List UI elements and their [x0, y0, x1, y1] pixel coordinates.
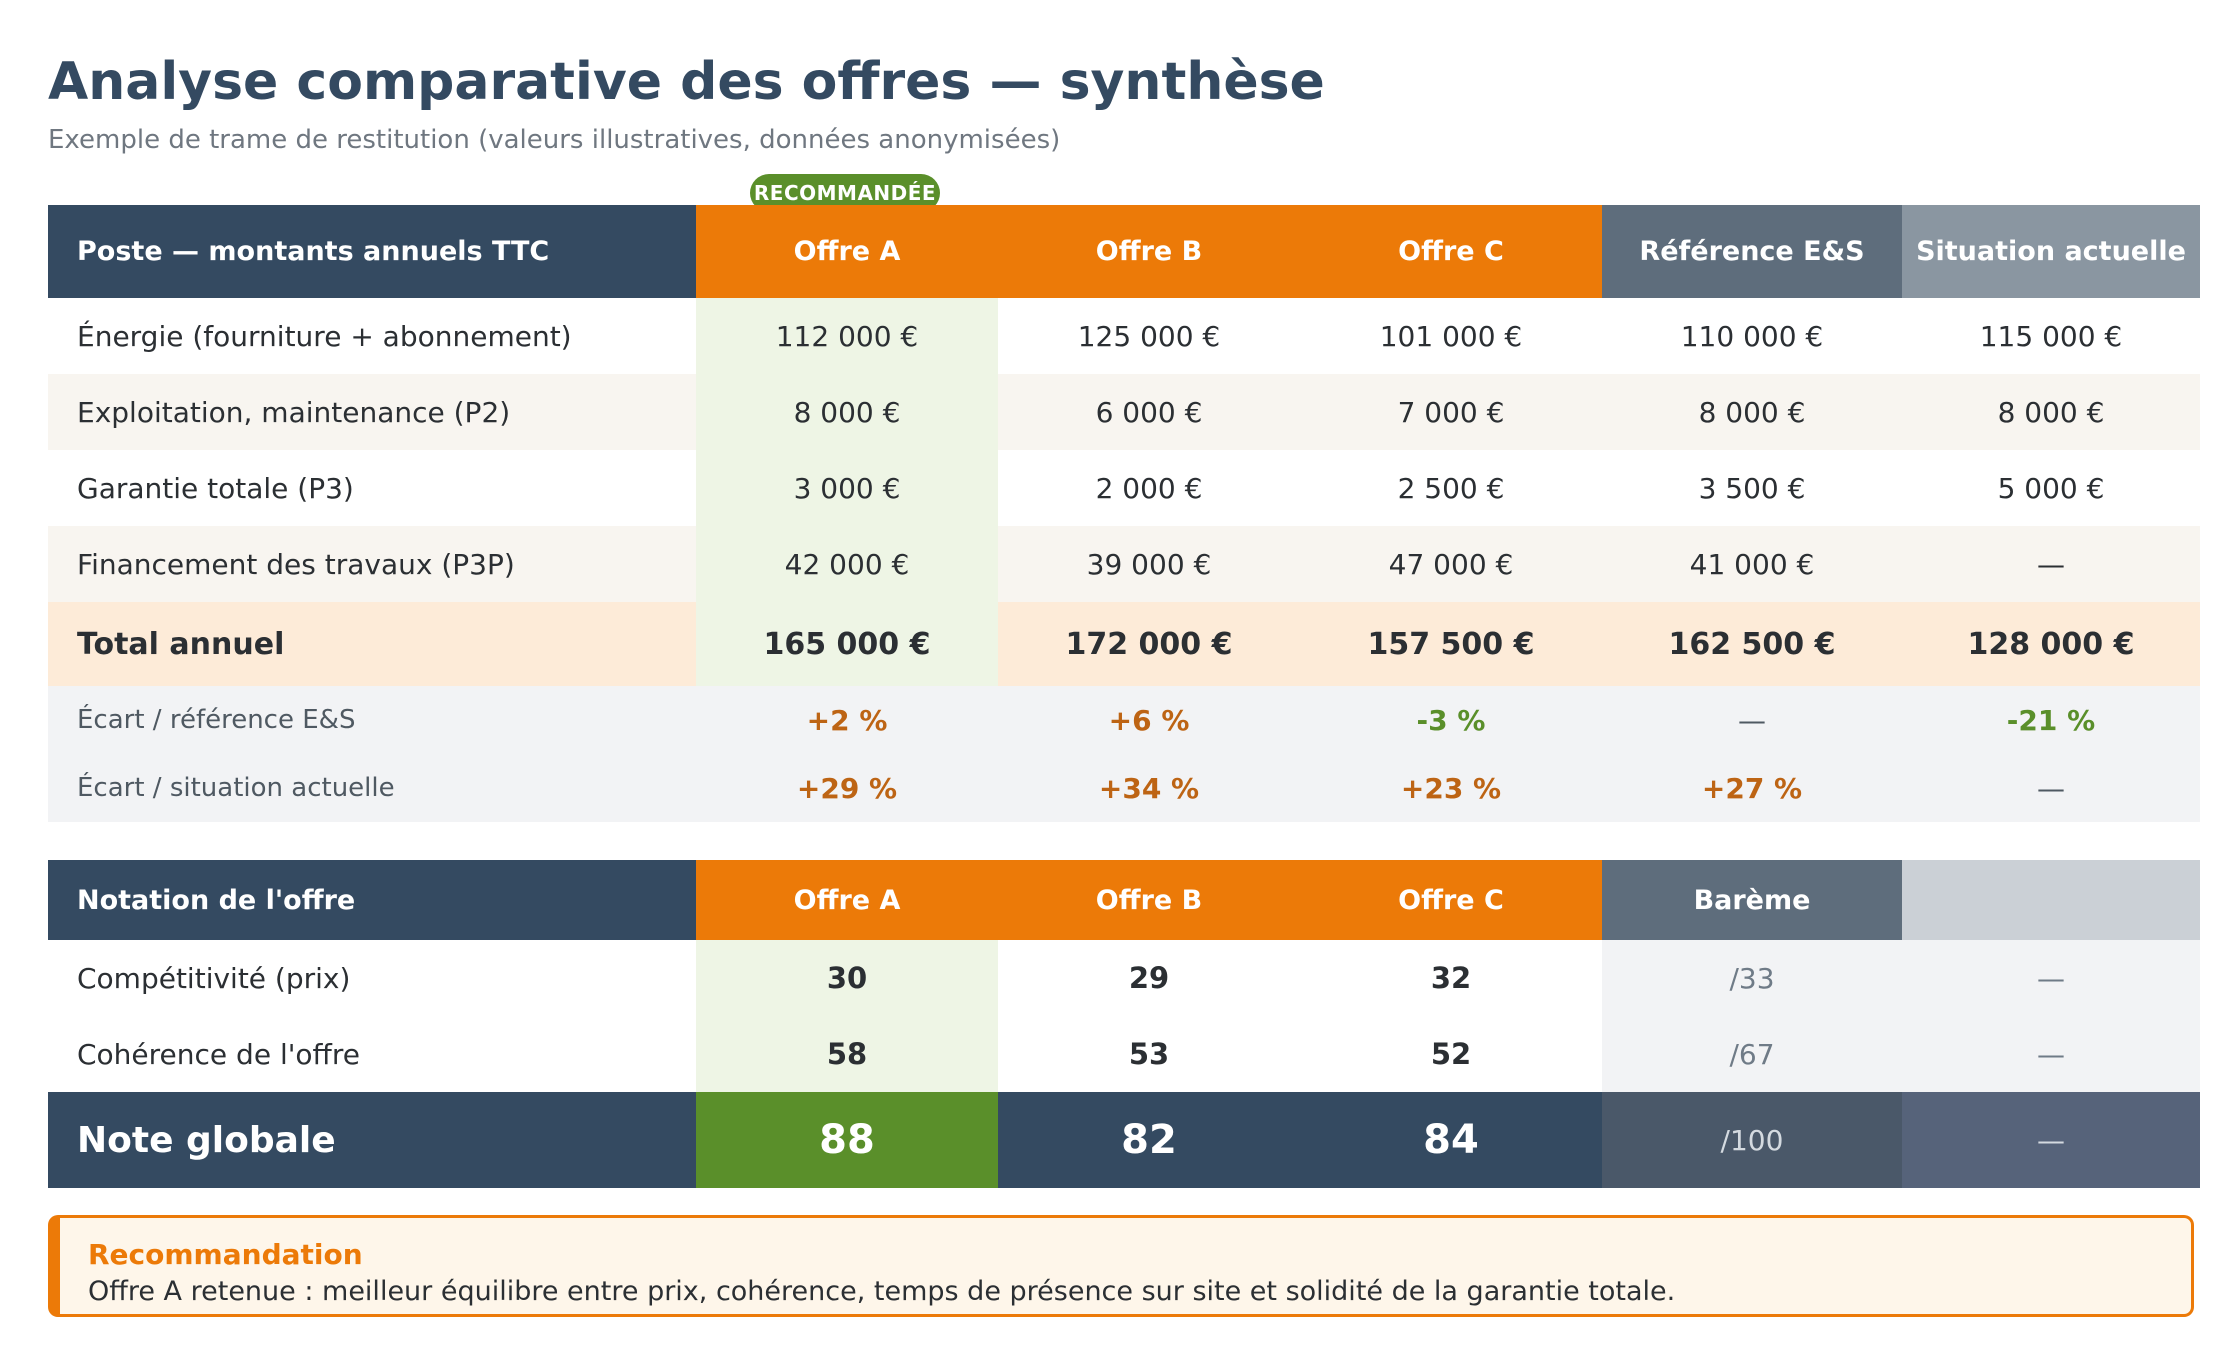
global-score-offre-b: 82 — [998, 1092, 1300, 1188]
recommendation-box: Recommandation Offre A retenue : meilleu… — [48, 1215, 2194, 1317]
table-cell: — — [1902, 940, 2200, 1016]
table-cell: 8 000 € — [1602, 374, 1902, 450]
column-header-empty — [1902, 860, 2200, 940]
global-score-offre-c: 84 — [1300, 1092, 1602, 1188]
ecart-cell: — — [1902, 754, 2200, 822]
ecart-label: Écart / situation actuelle — [48, 754, 696, 822]
costs-table: Poste — montants annuels TTC Offre A Off… — [48, 205, 2200, 822]
column-header-situation: Situation actuelle — [1902, 205, 2200, 298]
total-cell: 172 000 € — [998, 602, 1300, 686]
row-label: Garantie totale (P3) — [48, 450, 696, 526]
total-label: Total annuel — [48, 602, 696, 686]
table-cell: 3 000 € — [696, 450, 998, 526]
column-header-offre-a: Offre A — [696, 205, 998, 298]
row-label: Financement des travaux (P3P) — [48, 526, 696, 602]
page-title: Analyse comparative des offres — synthès… — [48, 52, 1325, 112]
ecart-cell: +29 % — [696, 754, 998, 822]
recommendation-text: Offre A retenue : meilleur équilibre ent… — [88, 1276, 1676, 1307]
total-cell: 162 500 € — [1602, 602, 1902, 686]
table-cell: 2 500 € — [1300, 450, 1602, 526]
score-cell: 58 — [696, 1016, 998, 1092]
column-header-poste: Poste — montants annuels TTC — [48, 205, 696, 298]
table-cell: 110 000 € — [1602, 298, 1902, 374]
row-label: Cohérence de l'offre — [48, 1016, 696, 1092]
global-score-bareme: /100 — [1602, 1092, 1902, 1188]
bareme-cell: /67 — [1602, 1016, 1902, 1092]
table-cell: 39 000 € — [998, 526, 1300, 602]
table-cell: 112 000 € — [696, 298, 998, 374]
column-header-offre-c: Offre C — [1300, 860, 1602, 940]
row-label: Énergie (fourniture + abonnement) — [48, 298, 696, 374]
column-header-notation: Notation de l'offre — [48, 860, 696, 940]
table-cell: 8 000 € — [696, 374, 998, 450]
total-cell: 157 500 € — [1300, 602, 1602, 686]
total-cell: 165 000 € — [696, 602, 998, 686]
column-header-offre-b: Offre B — [998, 860, 1300, 940]
ecart-cell: +2 % — [696, 686, 998, 754]
table-cell: 115 000 € — [1902, 298, 2200, 374]
ecart-cell: -3 % — [1300, 686, 1602, 754]
ecart-cell: +34 % — [998, 754, 1300, 822]
scores-table: Notation de l'offre Offre A Offre B Offr… — [48, 860, 2200, 1188]
ecart-cell: +27 % — [1602, 754, 1902, 822]
table-cell: 8 000 € — [1902, 374, 2200, 450]
score-cell: 30 — [696, 940, 998, 1016]
column-header-bareme: Barème — [1602, 860, 1902, 940]
page-subtitle: Exemple de trame de restitution (valeurs… — [48, 125, 1061, 155]
score-cell: 53 — [998, 1016, 1300, 1092]
bareme-cell: /33 — [1602, 940, 1902, 1016]
column-header-offre-b: Offre B — [998, 205, 1300, 298]
total-cell: 128 000 € — [1902, 602, 2200, 686]
table-cell: 2 000 € — [998, 450, 1300, 526]
table-cell: 6 000 € — [998, 374, 1300, 450]
global-score-label: Note globale — [48, 1092, 696, 1188]
column-header-reference: Référence E&S — [1602, 205, 1902, 298]
table-cell: 41 000 € — [1602, 526, 1902, 602]
row-label: Compétitivité (prix) — [48, 940, 696, 1016]
table-cell: 42 000 € — [696, 526, 998, 602]
table-cell: 101 000 € — [1300, 298, 1602, 374]
column-header-offre-c: Offre C — [1300, 205, 1602, 298]
ecart-cell: -21 % — [1902, 686, 2200, 754]
recommendation-title: Recommandation — [88, 1238, 363, 1271]
table-cell: 47 000 € — [1300, 526, 1602, 602]
global-score-offre-a: 88 — [696, 1092, 998, 1188]
ecart-cell: +6 % — [998, 686, 1300, 754]
score-cell: 32 — [1300, 940, 1602, 1016]
row-label: Exploitation, maintenance (P2) — [48, 374, 696, 450]
table-cell: 5 000 € — [1902, 450, 2200, 526]
table-cell: 7 000 € — [1300, 374, 1602, 450]
global-score-empty: — — [1902, 1092, 2200, 1188]
table-cell: 125 000 € — [998, 298, 1300, 374]
column-header-offre-a: Offre A — [696, 860, 998, 940]
table-cell: 3 500 € — [1602, 450, 1902, 526]
ecart-label: Écart / référence E&S — [48, 686, 696, 754]
ecart-cell: — — [1602, 686, 1902, 754]
score-cell: 52 — [1300, 1016, 1602, 1092]
ecart-cell: +23 % — [1300, 754, 1602, 822]
table-cell: — — [1902, 526, 2200, 602]
score-cell: 29 — [998, 940, 1300, 1016]
table-cell: — — [1902, 1016, 2200, 1092]
